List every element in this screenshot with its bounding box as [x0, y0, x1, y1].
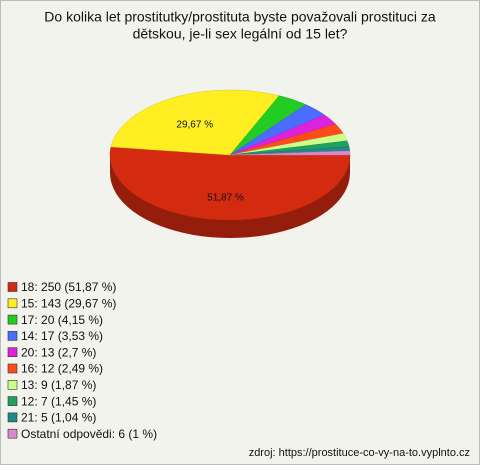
legend-swatch: [7, 314, 18, 325]
legend-label: 17: 20 (4,15 %): [21, 313, 103, 327]
legend-label: 16: 12 (2,49 %): [21, 362, 103, 376]
legend-label: 21: 5 (1,04 %): [21, 411, 96, 425]
legend-swatch: [7, 331, 18, 341]
slice-side: [110, 155, 350, 238]
slice: [110, 89, 280, 156]
legend-swatch: [7, 347, 18, 358]
value-label: 51,87 %: [207, 193, 244, 204]
legend-swatch: [7, 412, 18, 423]
legend-swatch: [7, 282, 18, 292]
legend-swatch: [7, 379, 18, 390]
value-label: 29,67 %: [176, 120, 213, 131]
legend-label: 12: 7 (1,45 %): [21, 394, 96, 408]
legend-label: 20: 13 (2,7 %): [21, 345, 96, 359]
legend-swatch: [7, 363, 18, 374]
chart-title: dětskou, je-li sex legální od 15 let?: [133, 26, 348, 42]
legend-label: 14: 17 (3,53 %): [21, 329, 103, 343]
chart-title: Do kolika let prostitutky/prostituta bys…: [44, 9, 436, 25]
slice: [109, 146, 351, 221]
legend-swatch: [7, 298, 18, 309]
source: zdroj: https://prostituce-co-vy-na-to.vy…: [249, 447, 470, 459]
legend-label: 13: 9 (1,87 %): [21, 378, 96, 392]
legend-swatch: [7, 396, 18, 406]
legend-label: 15: 143 (29,67 %): [21, 296, 116, 310]
legend-label: Ostatní odpovědi: 6 (1 %): [21, 427, 157, 441]
legend-label: 18: 250 (51,87 %): [21, 280, 116, 294]
slice: [229, 150, 351, 156]
legend-swatch: [7, 428, 18, 439]
